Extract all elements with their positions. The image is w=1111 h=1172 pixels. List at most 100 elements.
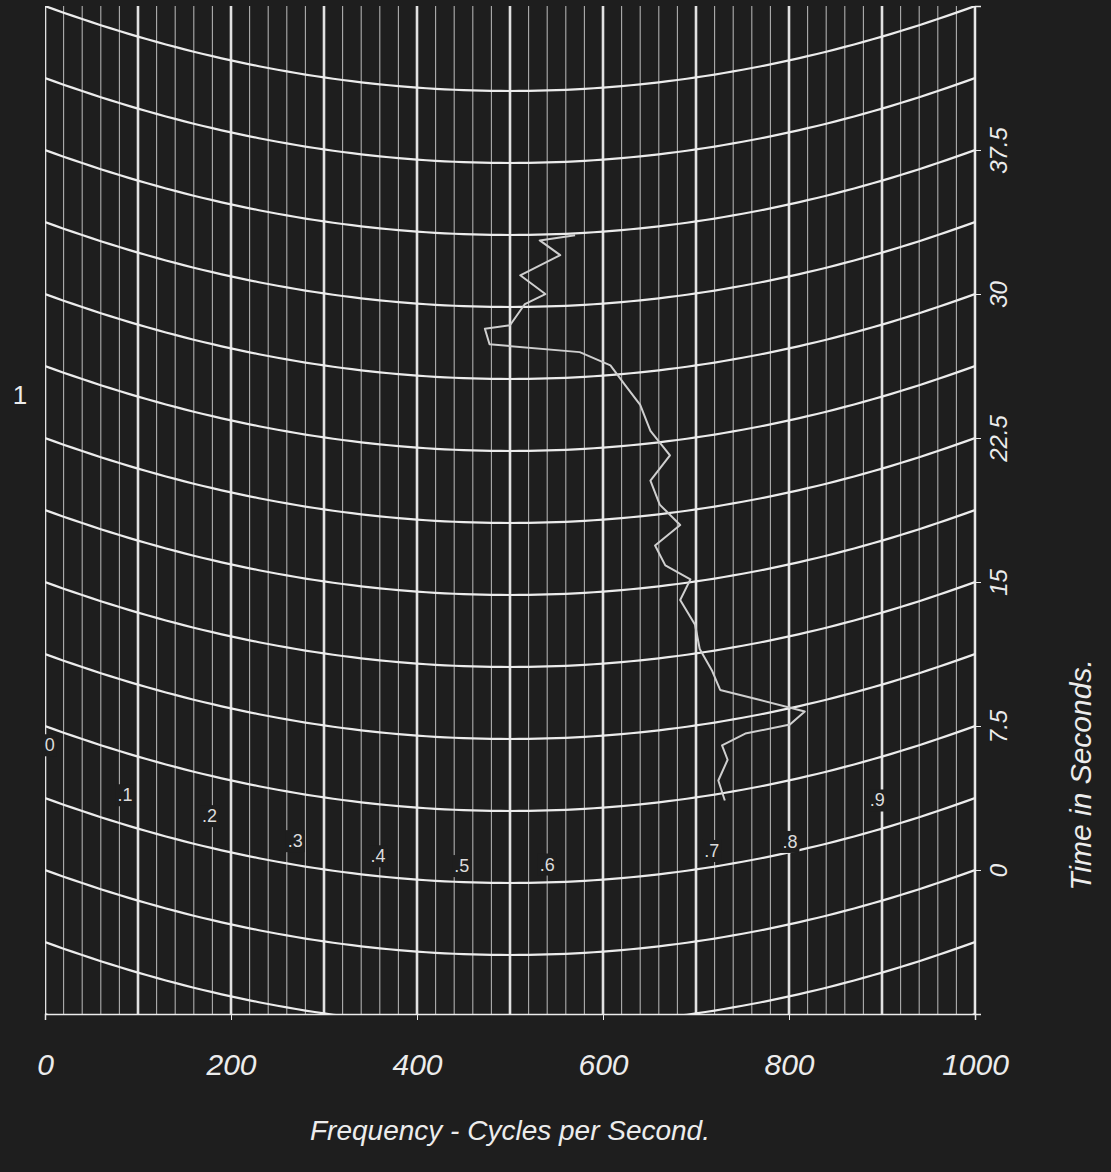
x-tick-mark <box>603 1014 604 1020</box>
y-tick-label: 15 <box>985 569 1012 596</box>
annotation-label: 0 <box>45 735 55 755</box>
y-tick: 0 <box>975 863 1012 877</box>
y-tick-mark <box>975 294 981 295</box>
annotation-background <box>780 831 799 853</box>
side-label: 1 <box>13 380 27 410</box>
y-grid-arc <box>45 942 975 1014</box>
x-tick-mark <box>45 1014 46 1020</box>
annotation-background <box>286 830 305 852</box>
annotation-label: .1 <box>117 785 132 805</box>
x-tick-label: 400 <box>392 1048 442 1081</box>
x-tick: 400 <box>392 1014 442 1081</box>
x-grid-line <box>770 6 771 1014</box>
annotation: .9 <box>868 789 887 811</box>
y-tick-label: 22.5 <box>985 414 1012 462</box>
x-grid-line <box>342 6 343 1014</box>
annotation: .7 <box>702 840 721 862</box>
annotation: .2 <box>200 805 219 827</box>
x-grid-line <box>751 6 752 1014</box>
x-grid-line <box>677 6 678 1014</box>
x-grid-line <box>249 6 250 1014</box>
x-grid-line <box>788 6 791 1014</box>
annotation: .5 <box>452 855 471 877</box>
x-axis-line <box>46 1015 976 1021</box>
x-grid-line <box>826 6 827 1014</box>
x-grid-line <box>100 6 101 1014</box>
x-grid-line <box>156 6 157 1014</box>
y-tick-label: 0 <box>985 863 1012 877</box>
trace <box>485 235 805 800</box>
annotation-background <box>538 854 557 876</box>
y-axis-line <box>976 7 982 1015</box>
x-grid-line <box>937 6 938 1014</box>
annotation-background <box>43 734 57 756</box>
annotation: 0 <box>43 734 57 756</box>
y-axis-title: Time in Seconds. <box>1064 659 1097 891</box>
annotation-background <box>702 840 721 862</box>
x-grid-line <box>472 6 473 1014</box>
x-grid-line <box>193 6 194 1014</box>
x-axis-title: Frequency - Cycles per Second. <box>310 1115 710 1146</box>
x-grid-line <box>863 6 864 1014</box>
x-grid-line <box>565 6 566 1014</box>
annotation-background <box>452 855 471 877</box>
y-tick-mark <box>975 150 981 151</box>
x-grid-line <box>491 6 492 1014</box>
x-tick: 1000 <box>942 1014 1009 1081</box>
x-grid-line <box>919 6 920 1014</box>
annotation: .1 <box>115 784 134 806</box>
x-grid-line <box>212 6 213 1014</box>
x-grid-line <box>361 6 362 1014</box>
chart: 0 200 400 600 800 1000 0 7.5 15 22.5 30 37.5 Frequen… <box>0 0 1111 1172</box>
x-grid-line <box>900 6 901 1014</box>
x-grid-line <box>119 6 120 1014</box>
x-tick-label: 200 <box>205 1048 256 1081</box>
y-tick: 15 <box>975 569 1012 596</box>
annotation-label: .3 <box>288 831 303 851</box>
y-tick-label: 30 <box>985 281 1012 308</box>
annotation-label: .7 <box>704 841 719 861</box>
x-tick: 0 <box>37 1014 54 1081</box>
plot-area <box>45 6 975 1014</box>
annotation-background <box>368 845 387 867</box>
y-tick: 7.5 <box>975 709 1012 743</box>
x-grid-line <box>528 6 529 1014</box>
x-tick-mark <box>417 1014 418 1020</box>
x-tick: 800 <box>764 1014 814 1081</box>
y-grid <box>45 6 975 1014</box>
annotation-label: .8 <box>782 832 797 852</box>
x-grid-line <box>82 6 83 1014</box>
annotation-background <box>200 805 219 827</box>
x-tick-label: 800 <box>764 1048 814 1081</box>
x-grid-line <box>435 6 436 1014</box>
y-tick: 37.5 <box>975 126 1012 173</box>
x-grid-line <box>268 6 269 1014</box>
x-grid-line <box>844 6 845 1014</box>
x-grid-line <box>416 6 419 1014</box>
x-grid-line <box>509 6 512 1014</box>
y-tick: 30 <box>975 281 1012 308</box>
annotation-label: .9 <box>870 790 885 810</box>
annotation-label: .5 <box>454 856 469 876</box>
x-grid-line <box>230 6 233 1014</box>
y-tick-mark <box>975 438 981 439</box>
x-grid-line <box>881 6 884 1014</box>
y-grid-arc <box>45 6 975 91</box>
x-grid-line <box>807 6 808 1014</box>
annotation-label: .4 <box>370 846 385 866</box>
x-tick-mark <box>789 1014 790 1020</box>
annotation-label: .6 <box>540 855 555 875</box>
background <box>0 0 1111 1172</box>
x-grid-line <box>175 6 176 1014</box>
y-tick-mark <box>975 726 981 727</box>
annotation-background <box>868 789 887 811</box>
x-grid-line <box>137 6 140 1014</box>
y-tick-label: 7.5 <box>985 709 1012 743</box>
x-tick-label: 1000 <box>942 1048 1009 1081</box>
x-grid-line <box>714 6 715 1014</box>
y-axis: 0 7.5 15 22.5 30 37.5 <box>975 7 1012 1015</box>
x-tick: 600 <box>578 1014 628 1081</box>
x-grid-line <box>658 6 659 1014</box>
x-tick-label: 0 <box>37 1048 54 1081</box>
annotation-background <box>115 784 134 806</box>
